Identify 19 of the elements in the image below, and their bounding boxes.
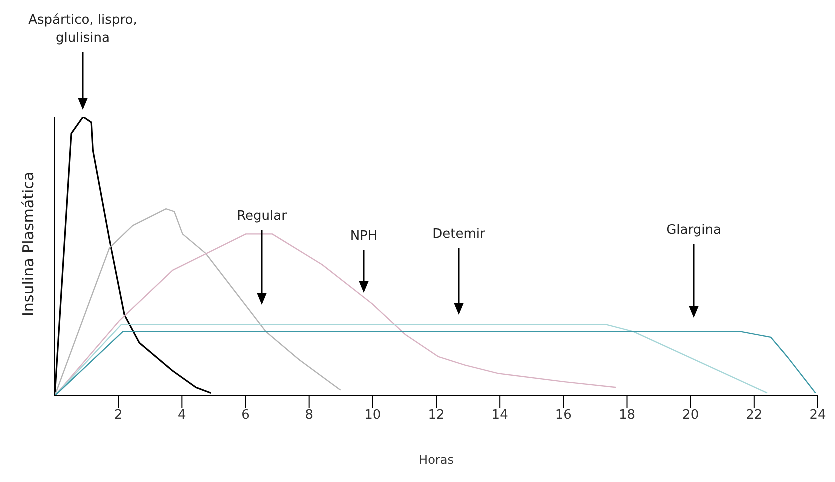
x-tick-label: 2 xyxy=(114,408,123,424)
x-tick-label: 6 xyxy=(242,408,250,424)
x-tick-label: 12 xyxy=(428,408,445,424)
x-tick-label: 8 xyxy=(305,408,314,424)
annotation: Glargina xyxy=(666,223,722,238)
x-tick-label: 22 xyxy=(746,408,763,424)
x-tick-label: 20 xyxy=(682,408,700,424)
x-tick-label: 18 xyxy=(618,408,636,424)
x-tick-label: 10 xyxy=(364,408,382,424)
x-tick-label: 4 xyxy=(178,408,186,424)
x-tick-label: 16 xyxy=(555,408,572,424)
y-axis-title: Insulina Plasmática xyxy=(19,172,38,316)
x-axis-title: Horas xyxy=(419,453,454,467)
x-tick-label: 24 xyxy=(810,408,826,424)
x-tick-label: 14 xyxy=(492,408,508,424)
text: Aspártico, lispro, glulisina xyxy=(28,13,138,46)
annotation: Detemir xyxy=(432,227,486,242)
annotation: NPH xyxy=(350,229,378,244)
annotation: Regular xyxy=(237,209,288,224)
